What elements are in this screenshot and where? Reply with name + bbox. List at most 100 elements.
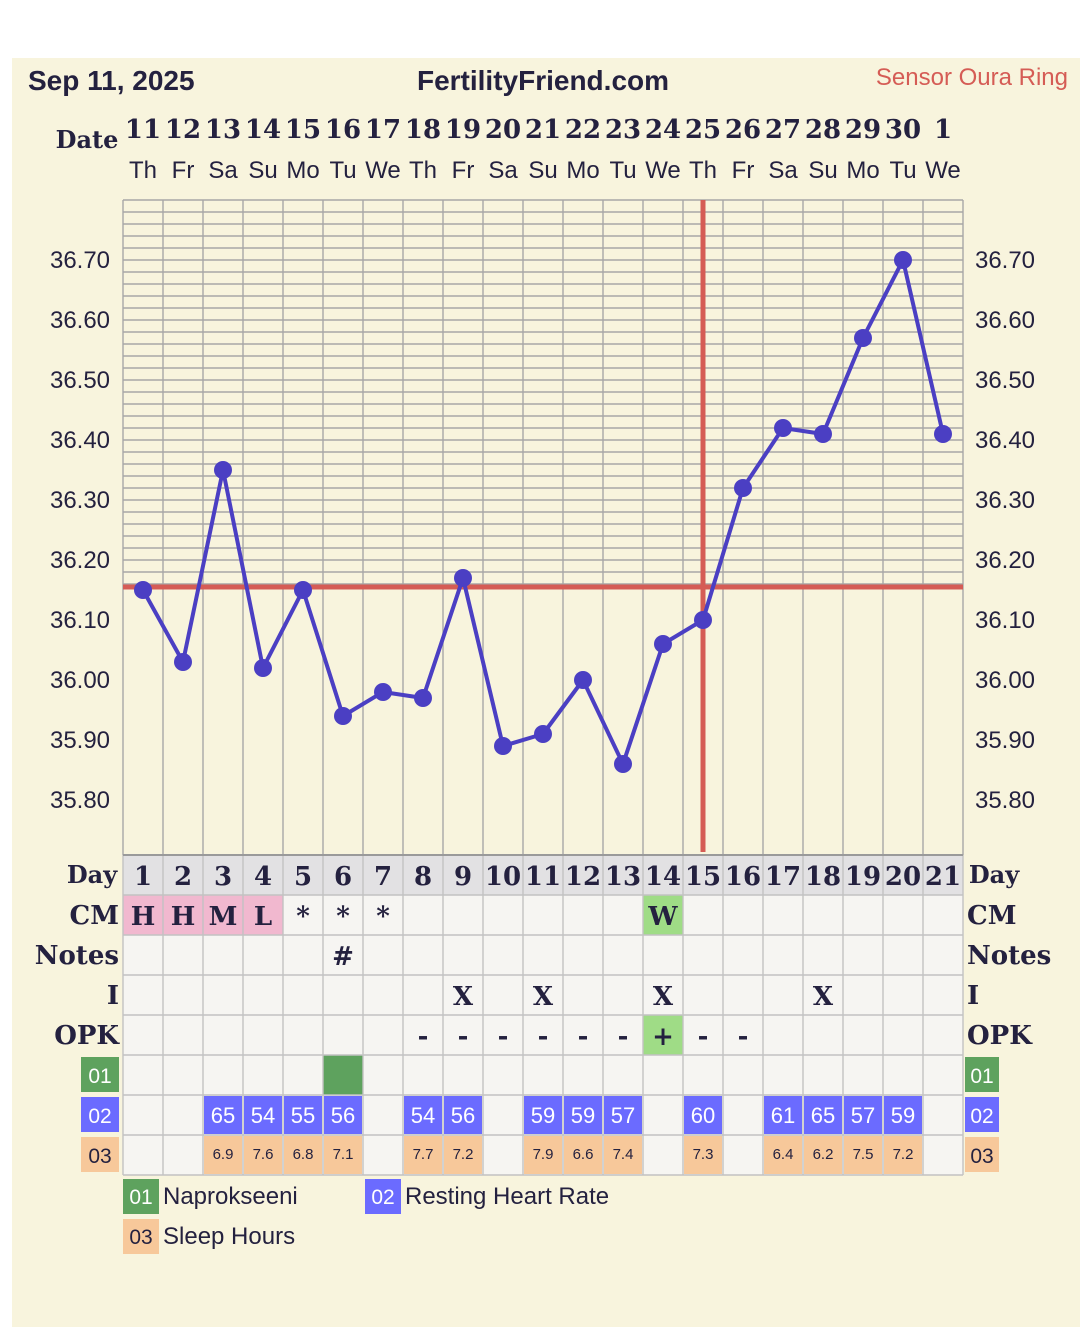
opk-value: -	[498, 1022, 509, 1052]
cm-cell-fertile	[123, 895, 163, 935]
opk-row-label-right: OPK	[967, 1021, 1033, 1051]
y-tick-label-left: 36.00	[50, 667, 110, 694]
weekday-label: Th	[689, 157, 717, 184]
rhr-cell	[284, 1096, 322, 1134]
day-number: 7	[374, 862, 392, 892]
y-tick-label-right: 36.60	[975, 307, 1035, 334]
sleep-cell	[684, 1136, 722, 1174]
cm-cell-fertile	[243, 895, 283, 935]
rhr-cell	[204, 1096, 242, 1134]
opk-positive-cell	[643, 1015, 683, 1055]
sleep-cell	[564, 1136, 602, 1174]
cm-value: *	[336, 902, 350, 932]
temperature-point	[734, 479, 752, 497]
y-tick-label-left: 36.50	[50, 367, 110, 394]
temperature-point	[614, 755, 632, 773]
day-number: 1	[134, 862, 152, 892]
sleep-value: 6.9	[213, 1146, 234, 1163]
rhr-value: 54	[411, 1103, 435, 1128]
rhr-value: 56	[331, 1103, 355, 1128]
cm-value: H	[171, 902, 196, 932]
day-row-label-left: Day	[67, 860, 118, 889]
temperature-point	[294, 581, 312, 599]
row-code-right: 01	[970, 1065, 993, 1088]
sleep-cell	[284, 1136, 322, 1174]
cm-row-label-right: CM	[967, 901, 1016, 931]
sleep-value: 7.5	[853, 1146, 874, 1163]
rhr-cell	[764, 1096, 802, 1134]
day-number: 20	[885, 862, 921, 892]
date-row-label: Date	[56, 125, 119, 154]
rhr-cell	[604, 1096, 642, 1134]
temperature-point	[774, 419, 792, 437]
rhr-value: 61	[771, 1103, 795, 1128]
sleep-value: 6.2	[813, 1146, 834, 1163]
y-tick-label-left: 36.40	[50, 427, 110, 454]
temperature-point	[454, 569, 472, 587]
rhr-cell	[244, 1096, 282, 1134]
rhr-value: 59	[571, 1103, 595, 1128]
row-code-left: 02	[88, 1105, 111, 1128]
y-tick-label-left: 36.10	[50, 607, 110, 634]
day-number: 4	[254, 862, 272, 892]
y-tick-label-right: 36.00	[975, 667, 1035, 694]
temperature-point	[174, 653, 192, 671]
cm-value: M	[209, 902, 238, 932]
sleep-cell	[764, 1136, 802, 1174]
legend-badge-resting-heart-rate	[365, 1179, 401, 1214]
date-label: 23	[605, 115, 641, 145]
cm-cell-egg-white	[643, 895, 683, 935]
sleep-value: 6.6	[573, 1146, 594, 1163]
sleep-value: 7.6	[253, 1146, 274, 1163]
sleep-value: 7.2	[453, 1146, 474, 1163]
sleep-value: 7.3	[693, 1146, 714, 1163]
sleep-value: 7.2	[893, 1146, 914, 1163]
temperature-point	[534, 725, 552, 743]
opk-value: -	[738, 1022, 749, 1052]
weekday-label: Th	[409, 157, 437, 184]
temperature-point	[374, 683, 392, 701]
opk-value: -	[458, 1022, 469, 1052]
cm-value: L	[254, 902, 272, 932]
naprokseeni-cell	[323, 1055, 363, 1095]
sleep-cell	[324, 1136, 362, 1174]
weekday-label: Mo	[566, 157, 599, 184]
row-code-badge-right	[965, 1137, 999, 1172]
rhr-cell	[804, 1096, 842, 1134]
date-label: 22	[565, 115, 601, 145]
chart-date: Sep 11, 2025	[28, 65, 195, 96]
opk-value: -	[618, 1022, 629, 1052]
legend-label-naprokseeni: Naprokseeni	[163, 1183, 298, 1210]
rhr-value: 65	[811, 1103, 835, 1128]
rhr-value: 57	[611, 1103, 635, 1128]
sleep-value: 7.9	[533, 1146, 554, 1163]
legend-badge-sleep-hours	[123, 1219, 159, 1254]
y-tick-label-right: 36.40	[975, 427, 1035, 454]
intercourse-mark: X	[533, 982, 554, 1012]
date-label: 18	[405, 115, 441, 145]
row-code-right: 03	[970, 1145, 993, 1168]
temperature-point	[814, 425, 832, 443]
y-tick-label-right: 36.50	[975, 367, 1035, 394]
row-code-badge-left	[81, 1097, 119, 1132]
weekday-label: We	[645, 157, 681, 184]
row-code-left: 03	[88, 1145, 111, 1168]
day-row-bg	[123, 855, 963, 895]
y-tick-label-left: 36.70	[50, 247, 110, 274]
day-number: 3	[214, 862, 232, 892]
date-label: 13	[205, 115, 241, 145]
rhr-cell	[524, 1096, 562, 1134]
notes-row-label-left: Notes	[35, 941, 119, 971]
note-mark: #	[332, 942, 354, 972]
date-label: 30	[885, 115, 921, 145]
temperature-point	[574, 671, 592, 689]
temperature-point	[414, 689, 432, 707]
day-number: 21	[925, 862, 961, 892]
day-number: 19	[845, 862, 881, 892]
rhr-value: 55	[291, 1103, 315, 1128]
rhr-value: 54	[251, 1103, 275, 1128]
legend-code-resting-heart-rate: 02	[371, 1186, 394, 1209]
temperature-point	[934, 425, 952, 443]
weekday-label: Tu	[889, 157, 916, 184]
rhr-value: 65	[211, 1103, 235, 1128]
